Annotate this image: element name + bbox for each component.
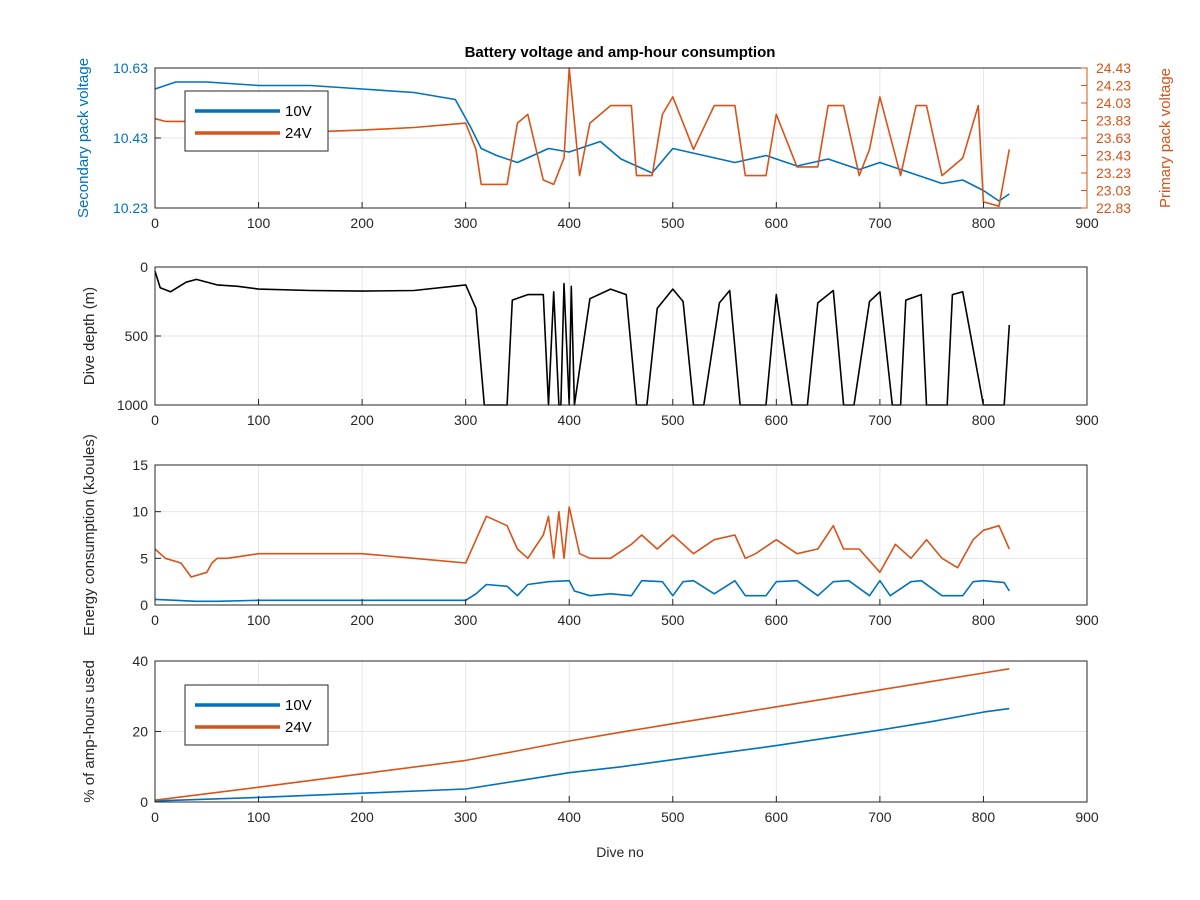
depth-x-tick-label: 100 <box>247 412 271 428</box>
voltage-right-tick-label: 24.43 <box>1096 60 1131 76</box>
amphours-axes: 0 100 200 300 400 500 600 700 800 900 0 20 40 % of am… <box>81 653 1099 825</box>
energy-x-tick-label: 600 <box>765 612 789 628</box>
voltage-legend-label-24v: 24V <box>285 125 312 142</box>
depth-x-tick-label: 400 <box>558 412 582 428</box>
energy-y-tick-label: 0 <box>140 597 148 613</box>
depth-x-tick-label: 500 <box>661 412 685 428</box>
amphours-series-24v <box>154 668 1010 801</box>
voltage-right-tick-label: 23.43 <box>1096 148 1131 164</box>
voltage-legend <box>184 90 329 152</box>
energy-y-tick-label: 15 <box>132 457 148 473</box>
energy-x-tick-label: 800 <box>972 612 996 628</box>
depth-y-tick-label: 500 <box>125 328 149 344</box>
voltage-y-tick-label: 10.43 <box>113 130 148 146</box>
energy-series-10v <box>154 579 1010 603</box>
energy-series-24v <box>154 506 1011 578</box>
energy-x-tick-label: 400 <box>558 612 582 628</box>
voltage-series-10v <box>154 81 1010 202</box>
voltage-right-tick-label: 23.23 <box>1096 165 1131 181</box>
depth-x-tick-label: 600 <box>765 412 789 428</box>
voltage-x-tick-label: 800 <box>972 215 996 231</box>
voltage-x-tick-label: 400 <box>558 215 582 231</box>
voltage-right-tick-label: 23.83 <box>1096 113 1131 129</box>
voltage-right-tick-label: 24.23 <box>1096 78 1131 94</box>
energy-plot-background <box>155 465 1087 605</box>
voltage-right-tick-label: 24.03 <box>1096 95 1131 111</box>
voltage-right-tick-label: 23.03 <box>1096 183 1131 199</box>
depth-y-tick-label: 0 <box>140 259 148 275</box>
voltage-y-axis-label: Secondary pack voltage <box>75 58 92 218</box>
energy-y-tick-label: 5 <box>140 550 148 566</box>
voltage-x-tick-label: 0 <box>151 215 159 231</box>
plot-area: 0 100 200 300 400 500 600 700 800 90010.2310.4310… <box>75 58 1174 825</box>
amphours-y-tick-label: 20 <box>132 724 148 740</box>
energy-x-tick-label: 700 <box>868 612 892 628</box>
voltage-y-tick-label: 10.63 <box>113 60 148 76</box>
amphours-x-tick-label: 600 <box>765 809 789 825</box>
figure-title: Battery voltage and amp-hour consumption <box>465 44 776 61</box>
amphours-y-tick-label: 0 <box>140 794 148 810</box>
voltage-x-tick-label: 500 <box>661 215 685 231</box>
amphours-x-tick-label: 900 <box>1075 809 1099 825</box>
voltage-axes: 0 100 200 300 400 500 600 700 800 900 10.23 10.43 10… <box>75 58 1174 231</box>
depth-x-tick-label: 900 <box>1075 412 1099 428</box>
amphours-y-axis-label: % of amp-hours used <box>81 660 98 803</box>
voltage-right-tick-label: 22.83 <box>1096 200 1131 216</box>
energy-x-tick-label: 500 <box>661 612 685 628</box>
depth-x-tick-label: 300 <box>454 412 478 428</box>
amphours-x-tick-label: 200 <box>350 809 374 825</box>
depth-axes: 0 100 200 300 400 500 600 700 800 900 0 500 1000 Dive… <box>81 259 1099 428</box>
depth-x-tick-label: 700 <box>868 412 892 428</box>
amphours-y-tick-label: 40 <box>132 653 148 669</box>
voltage-x-tick-label: 300 <box>454 215 478 231</box>
amphours-legend-label-24v: 24V <box>285 719 312 736</box>
voltage-right-tick-label: 23.63 <box>1096 130 1131 146</box>
amphours-legend <box>184 684 329 746</box>
amphours-x-tick-label: 500 <box>661 809 685 825</box>
amphours-x-tick-label: 400 <box>558 809 582 825</box>
amphours-legend-label-10v: 10V <box>285 697 312 714</box>
amphours-x-tick-label: 300 <box>454 809 478 825</box>
amphours-x-tick-label: 0 <box>151 809 159 825</box>
amphours-x-tick-label: 800 <box>972 809 996 825</box>
energy-x-tick-label: 0 <box>151 612 159 628</box>
voltage-series-24v <box>154 67 1011 207</box>
energy-x-tick-label: 200 <box>350 612 374 628</box>
depth-y-axis-label: Dive depth (m) <box>81 287 98 385</box>
energy-y-axis-label: Energy consumption (kJoules) <box>81 434 98 636</box>
energy-x-tick-label: 900 <box>1075 612 1099 628</box>
energy-y-tick-label: 10 <box>132 504 148 520</box>
voltage-x-tick-label: 100 <box>247 215 271 231</box>
voltage-right-axis-label: Primary pack voltage <box>1157 68 1174 208</box>
amphours-x-tick-label: 700 <box>868 809 892 825</box>
voltage-y-tick-label: 10.23 <box>113 200 148 216</box>
voltage-legend-label-10v: 10V <box>285 103 312 120</box>
voltage-x-tick-label: 900 <box>1075 215 1099 231</box>
energy-x-tick-label: 100 <box>247 612 271 628</box>
amphours-x-tick-label: 100 <box>247 809 271 825</box>
energy-x-tick-label: 300 <box>454 612 478 628</box>
energy-axes: 0 100 200 300 400 500 600 700 800 900 0 5 10 15 Energy… <box>81 434 1099 636</box>
x-axis-label: Dive no <box>596 844 644 860</box>
voltage-x-tick-label: 200 <box>350 215 374 231</box>
depth-y-tick-label: 1000 <box>117 397 148 413</box>
depth-x-tick-label: 800 <box>972 412 996 428</box>
energy-axis-box <box>154 464 1088 606</box>
depth-x-tick-label: 0 <box>151 412 159 428</box>
voltage-x-tick-label: 700 <box>868 215 892 231</box>
depth-x-tick-label: 200 <box>350 412 374 428</box>
amphours-series-10v <box>154 707 1010 802</box>
voltage-x-tick-label: 600 <box>765 215 789 231</box>
